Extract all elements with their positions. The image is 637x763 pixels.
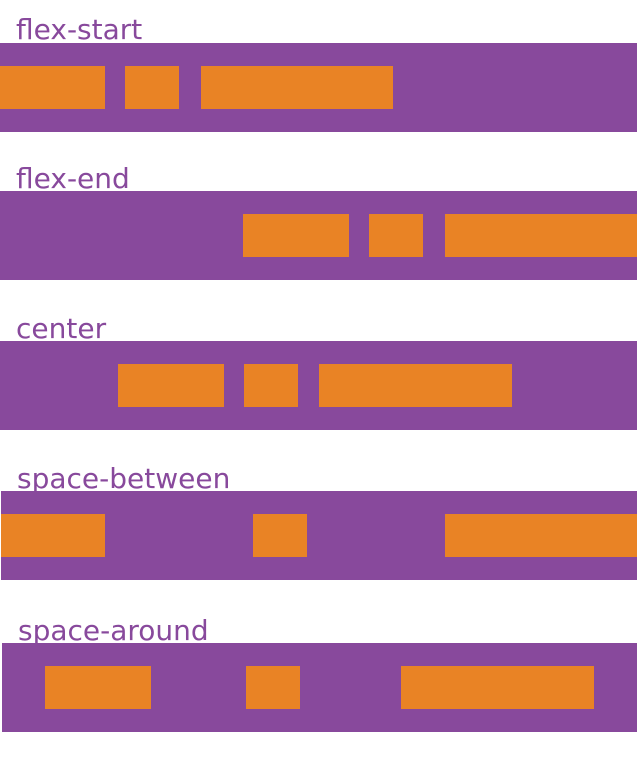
container-bar bbox=[1, 491, 637, 580]
item-box-1 bbox=[243, 214, 349, 257]
label-flex-start: flex-start bbox=[16, 13, 143, 46]
item-box-1 bbox=[45, 666, 151, 709]
container-bar bbox=[0, 191, 637, 280]
label-space-between: space-between bbox=[17, 462, 231, 495]
container-bar bbox=[0, 43, 637, 132]
item-box-1 bbox=[1, 514, 105, 557]
item-box-2 bbox=[246, 666, 300, 709]
item-box-2 bbox=[244, 364, 298, 407]
label-center: center bbox=[16, 312, 107, 345]
container-bar bbox=[0, 341, 637, 430]
label-space-around: space-around bbox=[18, 614, 209, 647]
item-box-3 bbox=[445, 514, 637, 557]
item-box-3 bbox=[319, 364, 512, 407]
label-flex-end: flex-end bbox=[16, 162, 130, 195]
item-box-2 bbox=[369, 214, 423, 257]
item-box-2 bbox=[125, 66, 179, 109]
item-box-3 bbox=[201, 66, 393, 109]
item-box-1 bbox=[118, 364, 224, 407]
item-box-3 bbox=[445, 214, 637, 257]
item-box-2 bbox=[253, 514, 307, 557]
container-bar bbox=[2, 643, 637, 732]
item-box-1 bbox=[0, 66, 105, 109]
item-box-3 bbox=[401, 666, 594, 709]
